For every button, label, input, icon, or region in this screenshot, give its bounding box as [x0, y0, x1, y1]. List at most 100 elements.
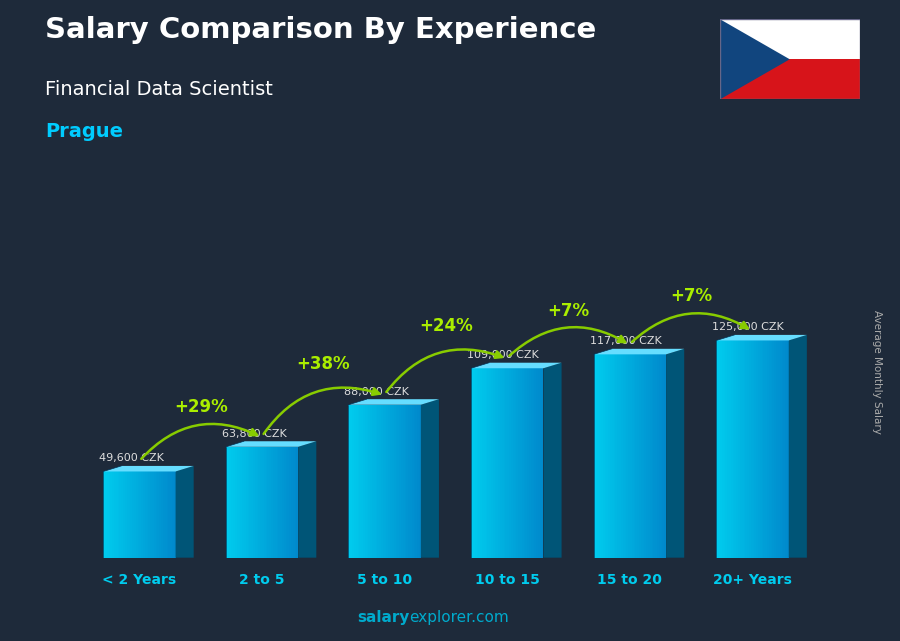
Polygon shape: [235, 447, 237, 558]
Polygon shape: [392, 404, 393, 558]
Polygon shape: [718, 340, 720, 558]
Polygon shape: [720, 340, 722, 558]
Polygon shape: [233, 447, 235, 558]
Polygon shape: [635, 354, 637, 558]
Polygon shape: [357, 404, 359, 558]
Polygon shape: [504, 368, 506, 558]
Polygon shape: [538, 368, 540, 558]
Polygon shape: [152, 472, 154, 558]
Polygon shape: [643, 354, 644, 558]
Polygon shape: [733, 340, 734, 558]
Polygon shape: [350, 404, 352, 558]
Polygon shape: [166, 472, 168, 558]
Polygon shape: [495, 368, 497, 558]
Polygon shape: [291, 447, 292, 558]
Polygon shape: [143, 472, 145, 558]
Polygon shape: [375, 404, 377, 558]
Polygon shape: [634, 354, 635, 558]
Polygon shape: [269, 447, 271, 558]
Polygon shape: [767, 340, 769, 558]
Polygon shape: [407, 404, 409, 558]
Text: salary: salary: [357, 610, 410, 625]
Text: Average Monthly Salary: Average Monthly Salary: [872, 310, 883, 434]
Polygon shape: [621, 354, 623, 558]
Polygon shape: [626, 354, 628, 558]
Polygon shape: [625, 354, 626, 558]
Polygon shape: [599, 354, 601, 558]
Polygon shape: [136, 472, 138, 558]
Polygon shape: [165, 472, 166, 558]
Polygon shape: [253, 447, 255, 558]
Polygon shape: [596, 354, 598, 558]
Polygon shape: [535, 368, 536, 558]
Polygon shape: [170, 472, 172, 558]
Polygon shape: [116, 472, 118, 558]
Text: 117,000 CZK: 117,000 CZK: [590, 337, 662, 346]
Polygon shape: [476, 368, 478, 558]
Polygon shape: [515, 368, 517, 558]
Polygon shape: [276, 447, 278, 558]
Polygon shape: [381, 404, 382, 558]
Polygon shape: [778, 340, 779, 558]
Polygon shape: [298, 441, 316, 558]
Polygon shape: [491, 368, 493, 558]
Text: +29%: +29%: [174, 398, 228, 416]
Polygon shape: [147, 472, 149, 558]
Polygon shape: [520, 368, 522, 558]
Polygon shape: [666, 349, 684, 558]
Polygon shape: [724, 340, 725, 558]
Polygon shape: [416, 404, 418, 558]
Text: +24%: +24%: [419, 317, 472, 335]
Polygon shape: [366, 404, 368, 558]
Polygon shape: [781, 340, 783, 558]
Polygon shape: [716, 335, 806, 340]
Polygon shape: [740, 340, 742, 558]
Polygon shape: [478, 368, 481, 558]
Polygon shape: [403, 404, 405, 558]
Polygon shape: [397, 404, 399, 558]
Polygon shape: [594, 354, 596, 558]
Polygon shape: [518, 368, 520, 558]
Polygon shape: [506, 368, 508, 558]
Polygon shape: [226, 447, 228, 558]
Polygon shape: [409, 404, 410, 558]
Polygon shape: [493, 368, 495, 558]
Polygon shape: [356, 404, 357, 558]
Polygon shape: [517, 368, 518, 558]
Polygon shape: [154, 472, 156, 558]
Polygon shape: [289, 447, 291, 558]
Polygon shape: [271, 447, 273, 558]
Polygon shape: [623, 354, 625, 558]
Polygon shape: [490, 368, 491, 558]
Text: Salary Comparison By Experience: Salary Comparison By Experience: [45, 16, 596, 44]
Polygon shape: [488, 368, 490, 558]
Polygon shape: [616, 354, 617, 558]
Polygon shape: [540, 368, 542, 558]
Polygon shape: [104, 466, 194, 472]
Text: +38%: +38%: [296, 354, 350, 373]
Polygon shape: [605, 354, 607, 558]
Polygon shape: [601, 354, 603, 558]
Polygon shape: [508, 368, 509, 558]
Polygon shape: [603, 354, 605, 558]
Polygon shape: [630, 354, 632, 558]
Polygon shape: [114, 472, 116, 558]
Polygon shape: [761, 340, 763, 558]
Polygon shape: [256, 447, 258, 558]
Polygon shape: [163, 472, 165, 558]
Polygon shape: [359, 404, 361, 558]
Text: Prague: Prague: [45, 122, 123, 141]
Polygon shape: [282, 447, 284, 558]
Text: 125,000 CZK: 125,000 CZK: [713, 322, 784, 333]
Polygon shape: [377, 404, 379, 558]
Polygon shape: [159, 472, 161, 558]
Polygon shape: [292, 447, 294, 558]
Polygon shape: [260, 447, 262, 558]
Polygon shape: [264, 447, 266, 558]
Polygon shape: [472, 368, 474, 558]
Polygon shape: [760, 340, 761, 558]
Polygon shape: [148, 472, 150, 558]
Polygon shape: [524, 368, 526, 558]
Polygon shape: [662, 354, 664, 558]
Polygon shape: [471, 363, 562, 368]
